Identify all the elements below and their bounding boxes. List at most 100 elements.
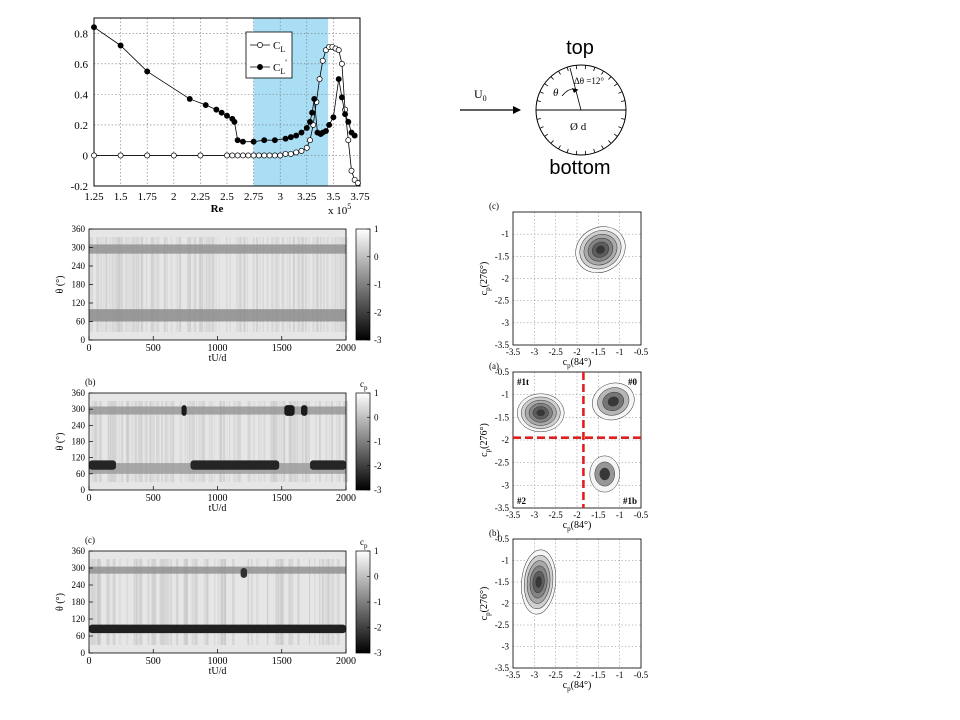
heatmap-streak bbox=[112, 559, 114, 645]
series-0-point bbox=[234, 152, 241, 159]
heatmap-streak bbox=[239, 401, 242, 482]
heatmap-streak bbox=[132, 401, 134, 482]
heatmap-streak bbox=[220, 559, 223, 645]
heatmap-streak bbox=[164, 559, 166, 645]
x-multiplier-base: x 10 bbox=[328, 205, 348, 217]
heatmap-streak bbox=[319, 237, 322, 332]
heatmap-streak bbox=[259, 237, 261, 332]
heatmap-streak bbox=[187, 401, 189, 482]
heatmap-streak bbox=[275, 401, 277, 482]
heatmap-streak bbox=[309, 559, 310, 645]
heatmap-streak bbox=[144, 401, 147, 482]
pressure-tap-tick bbox=[544, 83, 549, 87]
heatmap-streak bbox=[161, 401, 163, 482]
colorbar-label-sub: p bbox=[364, 384, 368, 392]
heatmap-streak bbox=[111, 237, 114, 332]
x-tick-label: 2.5 bbox=[220, 191, 234, 203]
heatmap-streak bbox=[186, 559, 188, 645]
series-0-point bbox=[335, 47, 342, 54]
heatmap-streak bbox=[223, 559, 226, 645]
heatmap-streak bbox=[291, 401, 293, 482]
heatmap-streak bbox=[288, 401, 290, 482]
heatmap-streak bbox=[258, 401, 260, 482]
series-1-point bbox=[307, 118, 313, 125]
heatmap-streak bbox=[328, 401, 330, 482]
panel-label: (b) bbox=[489, 528, 500, 538]
heatmap-streak bbox=[274, 401, 277, 482]
heatmap-streak bbox=[297, 559, 300, 645]
heatmap-streak bbox=[247, 237, 249, 332]
colorbar-tick-label: -1 bbox=[374, 597, 382, 607]
y-tick-label: -1.5 bbox=[495, 251, 510, 261]
heatmap-streak bbox=[276, 401, 278, 482]
heatmap-streak bbox=[194, 237, 197, 332]
heatmap-event bbox=[284, 405, 295, 416]
heatmap-streak bbox=[151, 237, 154, 332]
series-1-point bbox=[323, 128, 329, 134]
heatmap-streak bbox=[218, 401, 221, 482]
heatmap-streak bbox=[298, 237, 301, 332]
heatmap-streak bbox=[272, 401, 274, 482]
heatmap-streak bbox=[170, 237, 173, 332]
y-tick-label: 180 bbox=[72, 280, 86, 290]
heatmap-streak bbox=[99, 559, 101, 645]
heatmap-streak bbox=[325, 401, 328, 482]
y-tick-label: -2.5 bbox=[495, 296, 510, 306]
heatmap-streak bbox=[108, 559, 111, 645]
x-tick-label: -3 bbox=[531, 670, 539, 680]
y-label-main: c bbox=[479, 615, 490, 620]
legend-sub: L bbox=[280, 67, 285, 76]
heatmap-streak bbox=[185, 559, 187, 645]
heatmap-streak bbox=[345, 401, 349, 482]
legend-name: C bbox=[273, 62, 280, 74]
y-tick-label: 360 bbox=[72, 546, 86, 556]
heatmap-streak bbox=[135, 401, 137, 482]
delta-angle-label: Δθ =12° bbox=[574, 76, 604, 86]
heatmap-streak bbox=[283, 401, 286, 482]
heatmap-streak bbox=[213, 401, 215, 482]
x-axis-label: Re bbox=[211, 203, 224, 215]
heatmap-streak bbox=[251, 559, 253, 645]
heatmap-streak bbox=[164, 237, 166, 332]
heatmap-streak bbox=[209, 237, 211, 332]
heatmap-streak bbox=[316, 237, 319, 332]
heatmap-streak bbox=[169, 559, 172, 645]
x-tick-label: 2000 bbox=[336, 493, 356, 504]
series-1-point bbox=[342, 111, 349, 118]
heatmap-streak bbox=[305, 237, 307, 332]
angle-arrow-head bbox=[572, 88, 578, 93]
heatmap-streak bbox=[96, 401, 98, 482]
heatmap-streak bbox=[106, 559, 109, 645]
y-tick-label: -1.5 bbox=[495, 412, 510, 422]
x-tick-label: 1.25 bbox=[84, 191, 104, 203]
y-tick-label: -2 bbox=[502, 274, 510, 284]
y-tick-label: -2 bbox=[502, 599, 510, 609]
heatmap-event bbox=[89, 624, 346, 634]
heatmap-streak bbox=[151, 401, 153, 482]
series-1-point bbox=[234, 137, 241, 144]
panel-label: (b) bbox=[85, 377, 96, 387]
heatmap-streak bbox=[336, 401, 338, 482]
heatmap-streak bbox=[282, 559, 285, 645]
x-axis-label: cp(84°) bbox=[563, 357, 592, 370]
series-1-point bbox=[326, 121, 333, 128]
pressure-tap-tick bbox=[536, 100, 541, 102]
legend-name: C bbox=[273, 40, 280, 52]
heatmap-streak bbox=[301, 401, 304, 482]
heatmap-streak bbox=[105, 237, 108, 332]
heatmap-streak bbox=[233, 559, 235, 645]
heatmap-streak bbox=[243, 237, 245, 332]
y-tick-label: 0 bbox=[81, 335, 86, 345]
y-tick-label: 300 bbox=[72, 563, 86, 573]
x-label-main: c bbox=[563, 520, 568, 531]
heatmap-streak bbox=[184, 401, 187, 482]
x-tick-label: 1.5 bbox=[114, 191, 128, 203]
heatmap-streak bbox=[136, 237, 139, 332]
heatmap-streak bbox=[135, 237, 138, 332]
heatmap-streak bbox=[199, 237, 201, 332]
heatmap-streak bbox=[319, 559, 320, 645]
y-tick-label: -1 bbox=[502, 556, 510, 566]
heatmap-streak bbox=[164, 559, 167, 645]
heatmap-event bbox=[190, 460, 280, 470]
heatmap-streak bbox=[247, 401, 250, 482]
